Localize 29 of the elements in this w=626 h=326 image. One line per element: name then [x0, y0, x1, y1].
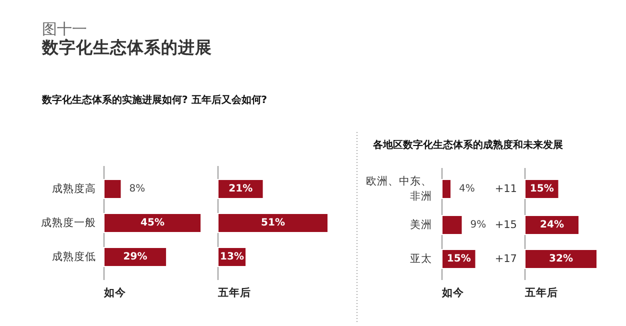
- data-label: 32%: [549, 254, 573, 264]
- data-label: 21%: [228, 184, 253, 194]
- chart-title: 各地区数字化生态体系的成熟度和未来发展: [372, 139, 563, 151]
- chart-title: 数字化生态体系的实施进展如何? 五年后又会如何?: [41, 94, 268, 106]
- data-label: 9%: [470, 220, 486, 230]
- text: +15: [494, 219, 517, 231]
- data-label: 13%: [220, 252, 244, 262]
- data-label: 4%: [459, 184, 475, 194]
- data-label: 8%: [129, 184, 146, 194]
- y-tick-label: 欧洲、中东、非洲: [366, 174, 432, 202]
- text: 图十一: [42, 21, 87, 38]
- x-axis-title: 五年后: [524, 286, 558, 299]
- y-tick-label: 成熟度高: [52, 182, 96, 195]
- data-label: 15%: [530, 184, 554, 194]
- y-tick-label: 成熟度低: [52, 250, 96, 263]
- x-axis-title: 如今: [441, 286, 465, 299]
- text: +11: [494, 183, 517, 195]
- text: +17: [494, 253, 517, 265]
- x-axis-title: 五年后: [217, 286, 251, 299]
- y-tick-label: 亚太: [410, 252, 432, 265]
- data-label: 29%: [123, 252, 148, 262]
- data-label: 15%: [446, 254, 471, 264]
- data-label: 51%: [261, 218, 285, 228]
- y-tick-label: 美洲: [410, 218, 432, 231]
- data-label: 45%: [140, 218, 164, 228]
- y-tick-label: 成熟度一般: [41, 216, 96, 229]
- data-label: 24%: [540, 220, 564, 230]
- text: 数字化生态体系的进展: [41, 38, 212, 57]
- x-axis-title: 如今: [103, 286, 127, 299]
